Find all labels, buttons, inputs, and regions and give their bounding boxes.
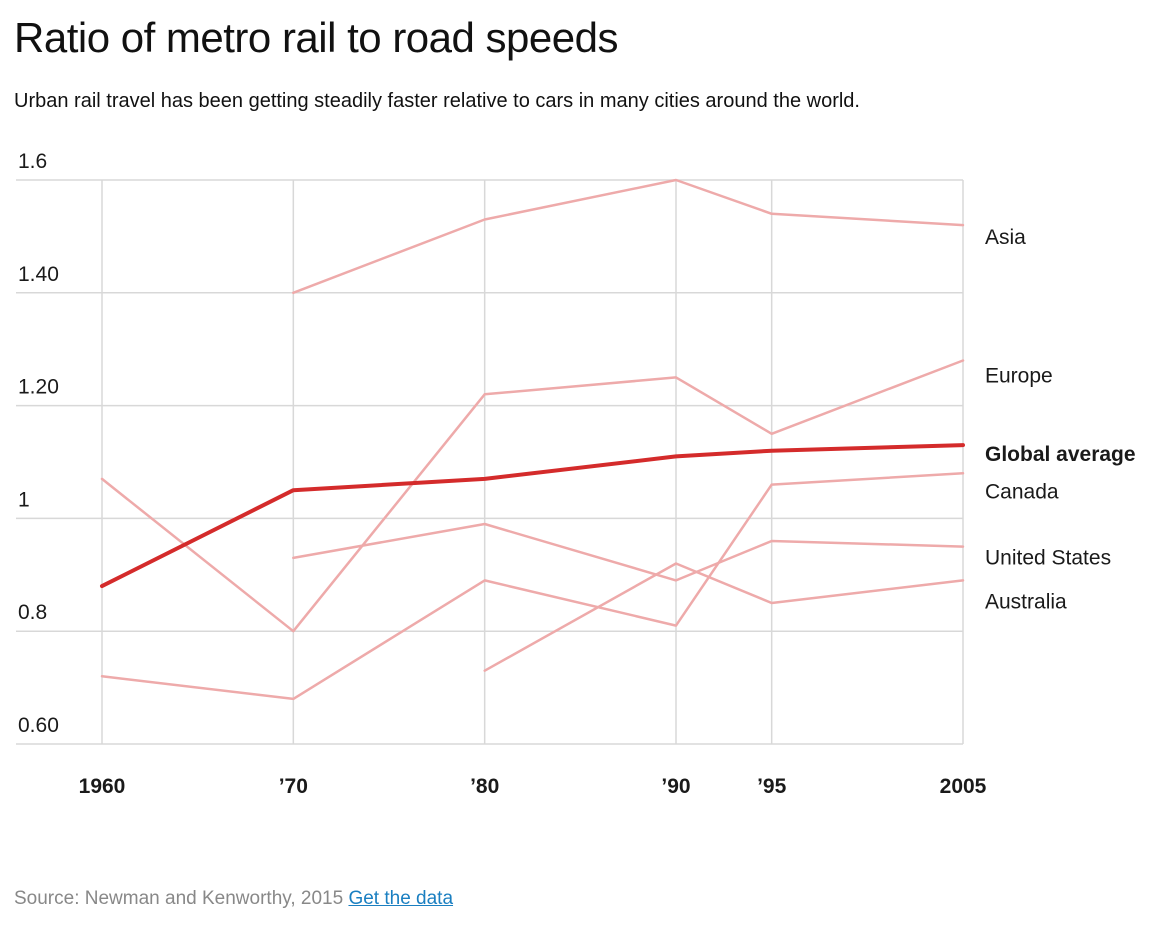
series-line-united-states (292, 522, 965, 582)
series-label-australia: Australia (985, 590, 1067, 613)
series-line-asia (292, 178, 965, 295)
series-line-canada (100, 472, 965, 701)
x-tick-label: ’80 (470, 775, 499, 798)
source-note: Source: Newman and Kenworthy, 2015 Get t… (14, 888, 453, 910)
series-label-global-average: Global average (985, 443, 1136, 466)
series-label-europe: Europe (985, 364, 1053, 387)
line-chart: 0.60 0.8 1 1.20 1.40 1.6 1960 ’70 ’80 ’90 ’95 2005 A… (16, 150, 1136, 798)
chart-subtitle: Urban rail travel has been getting stead… (14, 90, 860, 112)
y-tick-label: 0.8 (18, 601, 47, 624)
x-tick-label: 2005 (940, 775, 987, 798)
y-tick-label: 0.60 (18, 714, 59, 737)
source-text: Source: Newman and Kenworthy, 2015 (14, 888, 344, 909)
series-line-europe (100, 359, 965, 633)
y-tick-label: 1.20 (18, 376, 59, 399)
series-label-asia: Asia (985, 226, 1026, 249)
series-line-australia (483, 562, 965, 672)
x-tick-label: ’90 (661, 775, 690, 798)
series-label-united-states: United States (985, 547, 1111, 570)
y-tick-label: 1.6 (18, 150, 47, 173)
get-the-data-link[interactable]: Get the data (348, 888, 454, 909)
series-line-global-average (100, 443, 965, 589)
y-tick-label: 1 (18, 488, 30, 511)
x-tick-label: ’95 (757, 775, 787, 798)
x-tick-label: ’70 (279, 775, 308, 798)
series-label-canada: Canada (985, 480, 1059, 503)
x-tick-label: 1960 (79, 775, 126, 798)
y-tick-label: 1.40 (18, 263, 59, 286)
chart-title: Ratio of metro rail to road speeds (14, 14, 618, 61)
